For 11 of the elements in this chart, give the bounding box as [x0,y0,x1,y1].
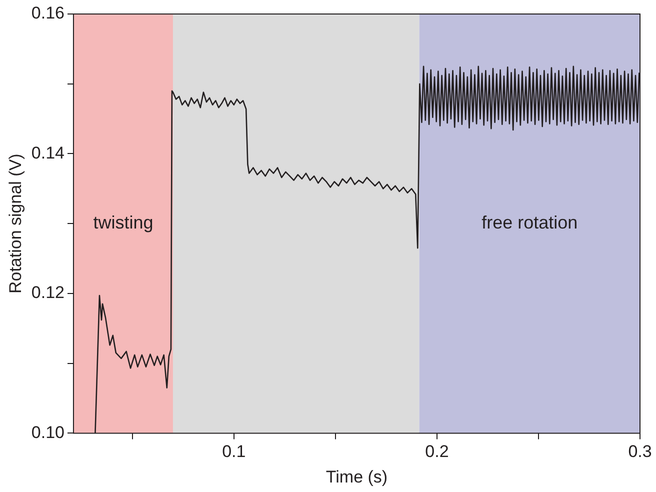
x-tick-label: 0.1 [222,442,246,462]
y-tick-label: 0.10 [31,422,64,442]
y-tick-label: 0.14 [31,143,64,162]
band-label: twisting [93,212,154,233]
band-label: free rotation [482,212,578,233]
y-tick-label: 0.12 [31,283,64,302]
y-axis-title: Rotation signal (V) [6,154,25,294]
x-axis-title: Time (s) [326,467,388,486]
x-tick-label: 0.3 [628,442,652,462]
y-tick-label: 0.16 [31,4,64,23]
x-tick-label: 0.2 [425,442,449,462]
